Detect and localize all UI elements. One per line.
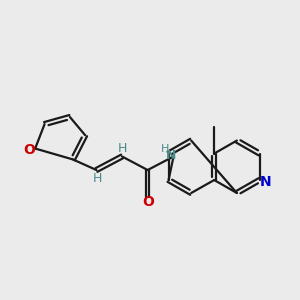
Text: O: O: [142, 195, 154, 209]
Text: N: N: [260, 175, 272, 188]
Text: H: H: [118, 142, 127, 155]
Text: N: N: [165, 149, 176, 162]
Text: O: O: [23, 143, 34, 157]
Text: H: H: [161, 144, 170, 154]
Text: H: H: [92, 172, 102, 185]
